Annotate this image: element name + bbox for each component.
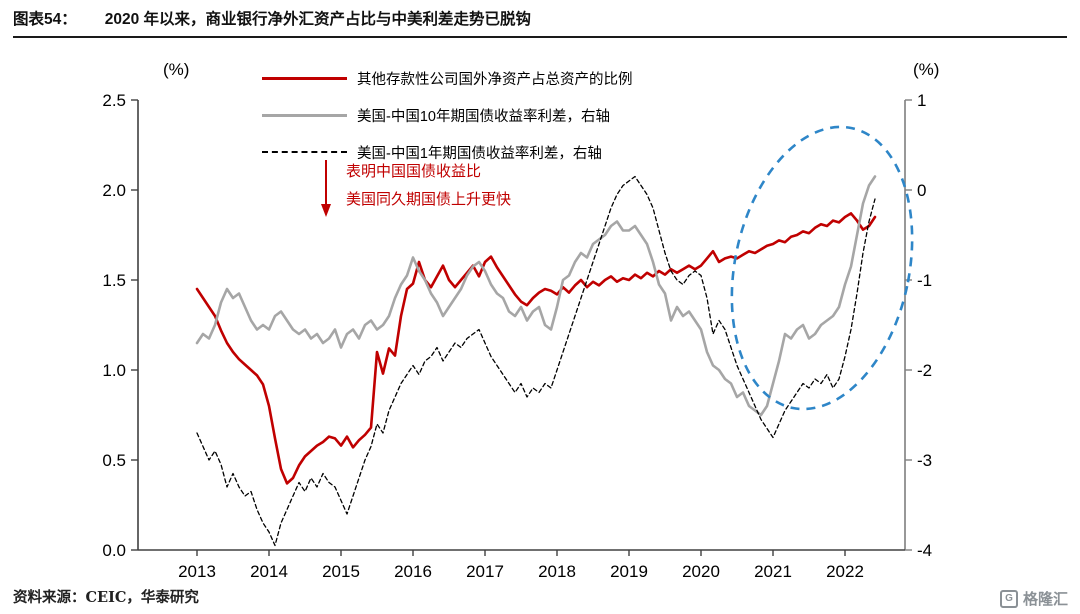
svg-text:-4: -4 [917, 541, 932, 560]
down-arrow-icon [321, 160, 331, 217]
annotation-text: 表明中国国债收益比 美国同久期国债上升更快 [346, 158, 511, 218]
chart-annotation: 表明中国国债收益比 美国同久期国债上升更快 [318, 158, 511, 218]
figure-title-text: 2020 年以来，商业银行净外汇资产占比与中美利差走势已脱钩 [104, 11, 532, 28]
svg-text:2013: 2013 [178, 562, 216, 580]
svg-text:1: 1 [917, 91, 926, 110]
red-line-sample-icon [262, 76, 347, 80]
svg-text:1.0: 1.0 [102, 361, 126, 380]
source-note: 资料来源：CEIC，华泰研究 [13, 589, 199, 606]
svg-text:0: 0 [917, 181, 926, 200]
svg-text:2014: 2014 [250, 562, 288, 580]
svg-text:2022: 2022 [826, 562, 864, 580]
svg-text:1.5: 1.5 [102, 271, 126, 290]
figure-number: 图表54： [13, 11, 77, 28]
legend-label: 美国-中国10年期国债收益率利差，右轴 [357, 108, 610, 125]
svg-text:0.0: 0.0 [102, 541, 126, 560]
gelonghui-logo-icon: G [999, 589, 1018, 608]
legend-label: 美国-中国1年期国债收益率利差，右轴 [357, 145, 602, 162]
svg-text:2016: 2016 [394, 562, 432, 580]
legend-item-1y-spread: 美国-中国1年期国债收益率利差，右轴 [262, 140, 633, 164]
annotation-line-1: 表明中国国债收益比 [346, 163, 482, 180]
right-axis-unit: (%) [913, 60, 940, 79]
svg-text:2018: 2018 [538, 562, 576, 580]
svg-text:2.0: 2.0 [102, 181, 126, 200]
legend-label: 其他存款性公司国外净资产占总资产的比例 [357, 71, 633, 88]
chart-canvas: 2.5 2.0 1.5 1.0 0.5 0.0 1 0 -1 -2 -3 -4 2013 2014 2015… [102, 91, 932, 580]
svg-text:2.5: 2.5 [102, 91, 126, 110]
svg-text:2021: 2021 [754, 562, 792, 580]
chart-legend: 其他存款性公司国外净资产占总资产的比例 美国-中国10年期国债收益率利差，右轴 … [262, 66, 633, 164]
svg-text:2017: 2017 [466, 562, 504, 580]
gray-line-sample-icon [262, 113, 347, 117]
annotation-line-2: 美国同久期国债上升更快 [346, 191, 512, 208]
svg-text:2020: 2020 [682, 562, 720, 580]
svg-text:-1: -1 [917, 271, 932, 290]
svg-text:2015: 2015 [322, 562, 360, 580]
figure-title: 图表54： 2020 年以来，商业银行净外汇资产占比与中美利差走势已脱钩 [13, 7, 1067, 38]
svg-text:-3: -3 [917, 451, 932, 470]
dashed-line-sample-icon [262, 151, 347, 153]
legend-item-10y-spread: 美国-中国10年期国债收益率利差，右轴 [262, 103, 633, 127]
gelonghui-logo-text: 格隆汇 [1022, 591, 1068, 608]
left-axis-unit: (%) [163, 60, 190, 79]
svg-text:0.5: 0.5 [102, 451, 126, 470]
svg-text:2019: 2019 [610, 562, 648, 580]
legend-item-net-foreign-assets: 其他存款性公司国外净资产占总资产的比例 [262, 66, 633, 90]
svg-text:-2: -2 [917, 361, 932, 380]
gelonghui-logo: G 格隆汇 [999, 588, 1068, 609]
